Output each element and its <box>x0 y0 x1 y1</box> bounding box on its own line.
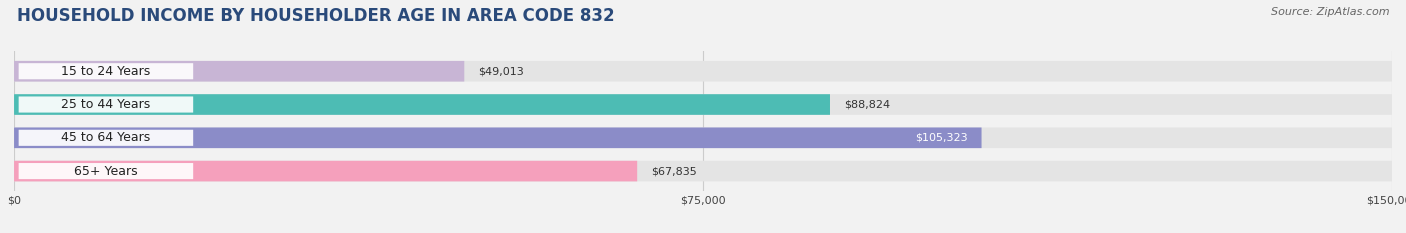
FancyBboxPatch shape <box>14 94 1392 115</box>
FancyBboxPatch shape <box>14 94 830 115</box>
FancyBboxPatch shape <box>14 161 1392 182</box>
Text: $88,824: $88,824 <box>844 99 890 110</box>
FancyBboxPatch shape <box>18 63 193 79</box>
FancyBboxPatch shape <box>18 130 193 146</box>
Text: 15 to 24 Years: 15 to 24 Years <box>62 65 150 78</box>
Text: HOUSEHOLD INCOME BY HOUSEHOLDER AGE IN AREA CODE 832: HOUSEHOLD INCOME BY HOUSEHOLDER AGE IN A… <box>17 7 614 25</box>
FancyBboxPatch shape <box>14 127 1392 148</box>
FancyBboxPatch shape <box>14 127 981 148</box>
FancyBboxPatch shape <box>18 163 193 179</box>
Text: $105,323: $105,323 <box>915 133 967 143</box>
Text: 45 to 64 Years: 45 to 64 Years <box>62 131 150 144</box>
FancyBboxPatch shape <box>18 96 193 113</box>
FancyBboxPatch shape <box>14 161 637 182</box>
Text: Source: ZipAtlas.com: Source: ZipAtlas.com <box>1271 7 1389 17</box>
Text: $49,013: $49,013 <box>478 66 524 76</box>
Text: 65+ Years: 65+ Years <box>75 164 138 178</box>
Text: 25 to 44 Years: 25 to 44 Years <box>62 98 150 111</box>
FancyBboxPatch shape <box>14 61 1392 82</box>
FancyBboxPatch shape <box>14 61 464 82</box>
Text: $67,835: $67,835 <box>651 166 697 176</box>
